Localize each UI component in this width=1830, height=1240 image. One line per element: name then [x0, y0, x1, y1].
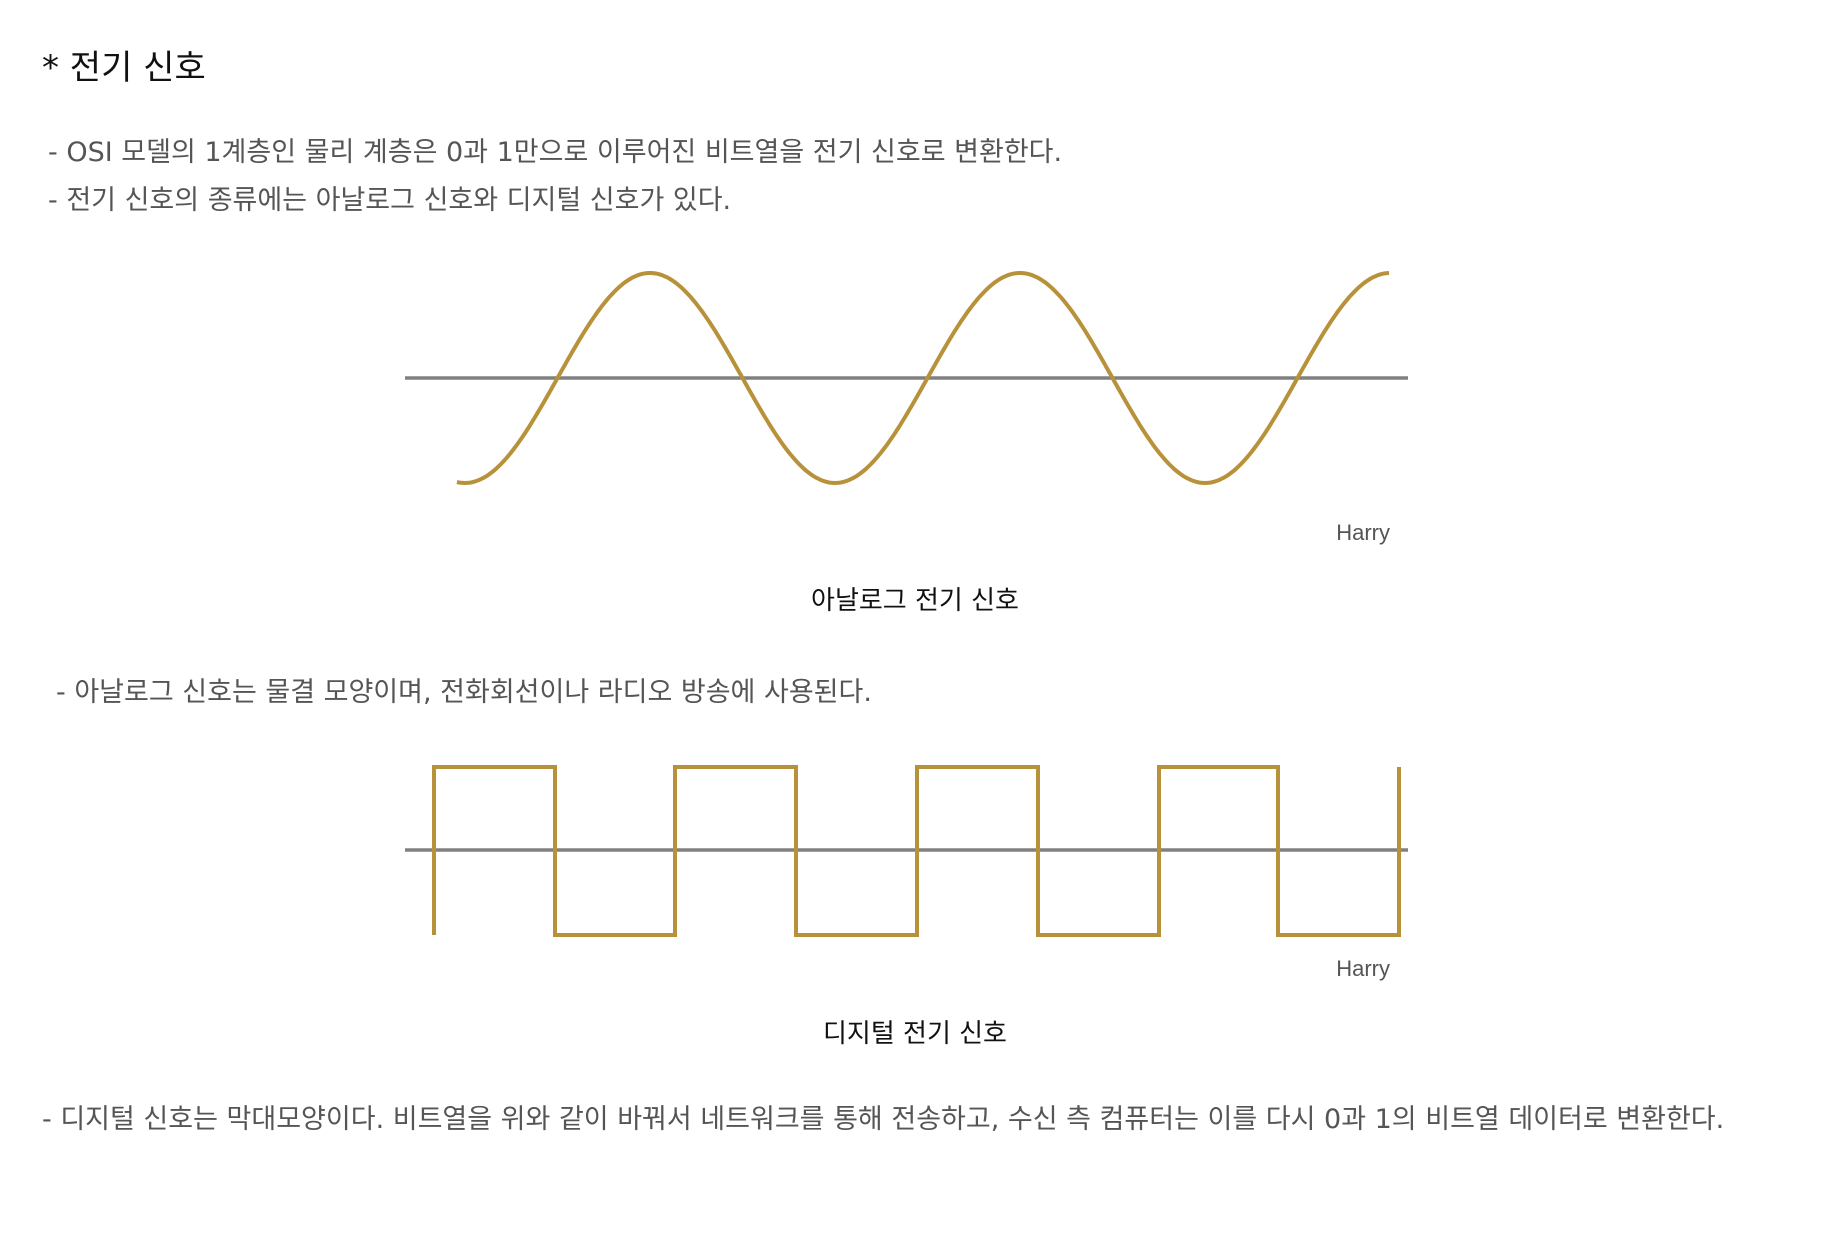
digital-wave — [432, 765, 1401, 937]
analog-signal-figure: Harry — [400, 250, 1430, 560]
digital-signal-diagram: Harry — [405, 765, 1408, 981]
analog-wave — [456, 271, 1390, 486]
analog-signal-diagram: Harry — [405, 271, 1408, 545]
digital-description: - 디지털 신호는 막대모양이다. 비트열을 위와 같이 바꿔서 네트워크를 통… — [42, 1104, 1725, 1135]
digital-signal-figure: Harry — [400, 755, 1430, 995]
digital-caption: 디지털 전기 신호 — [823, 1019, 1007, 1049]
section-heading: * 전기 신호 — [42, 48, 206, 88]
analog-description: - 아날로그 신호는 물결 모양이며, 전화회선이나 라디오 방송에 사용된다. — [56, 677, 872, 708]
analog-caption: 아날로그 전기 신호 — [811, 586, 1019, 616]
intro-line-2: - 전기 신호의 종류에는 아날로그 신호와 디지털 신호가 있다. — [48, 185, 732, 216]
analog-watermark: Harry — [1336, 520, 1390, 545]
intro-line-1: - OSI 모델의 1계층인 물리 계층은 0과 1만으로 이루어진 비트열을 … — [48, 137, 1063, 168]
digital-watermark: Harry — [1336, 956, 1390, 981]
